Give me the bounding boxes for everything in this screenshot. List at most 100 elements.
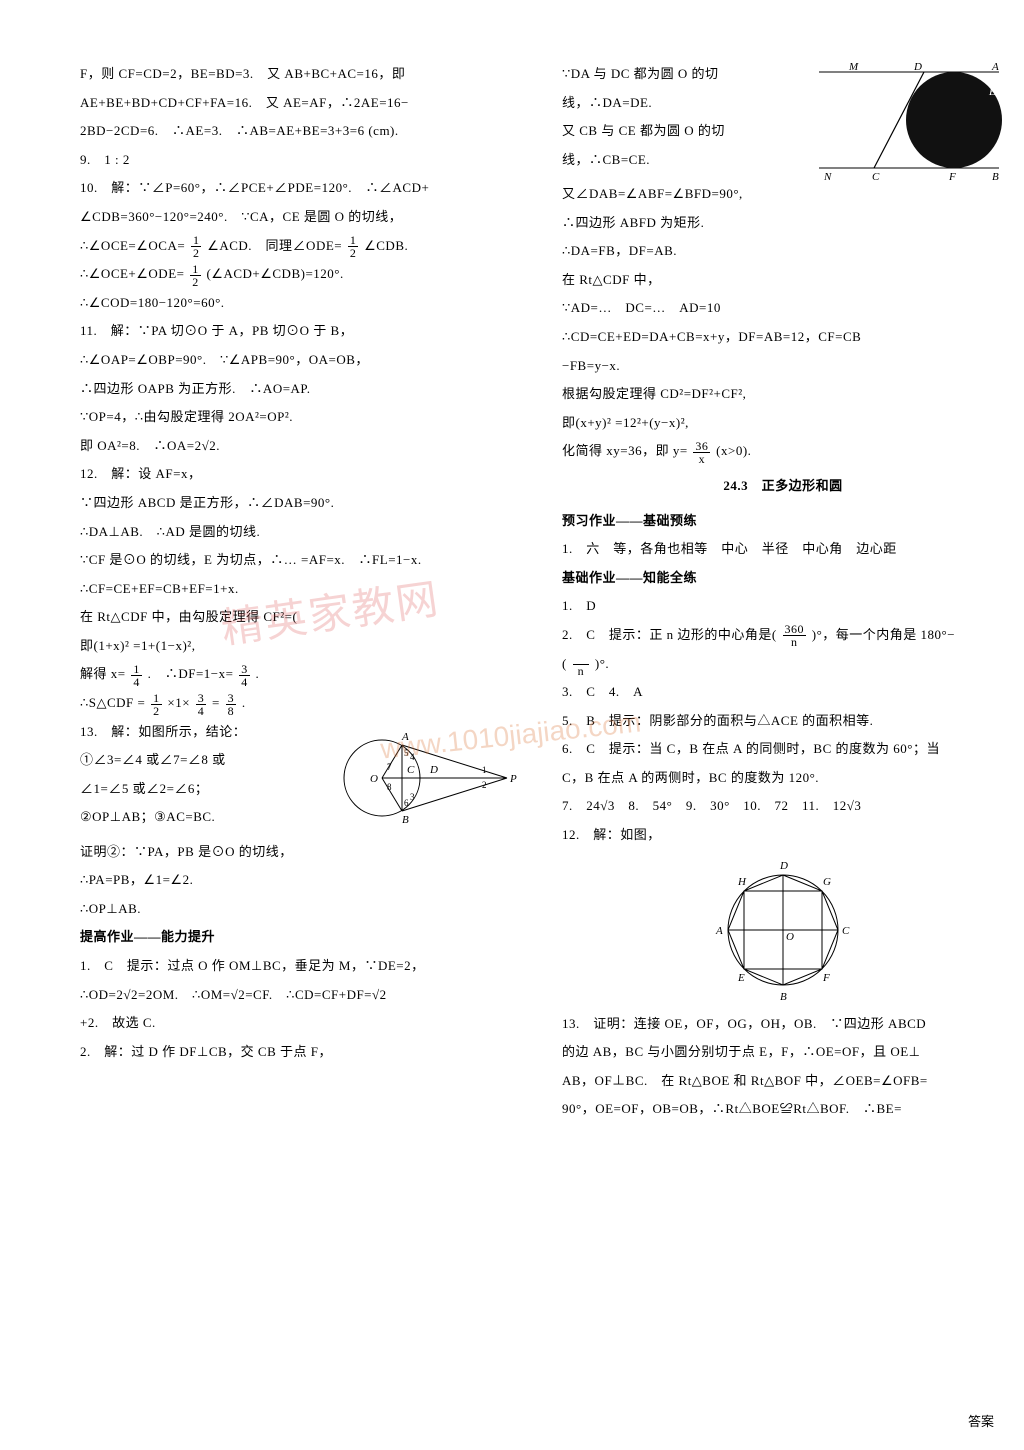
text: 90°，OE=OF，OB=OB，∴Rt△BOE≌Rt△BOF. ∴BE= bbox=[562, 1095, 1004, 1124]
t: (x>0). bbox=[716, 443, 751, 458]
t: (∠ACD+∠CDB)=120°. bbox=[206, 266, 343, 281]
text: ∵CF 是⊙O 的切线，E 为切点，∴… =AF=x. ∴FL=1−x. bbox=[80, 546, 522, 575]
text: 1. 六 等，各角也相等 中心 半径 中心角 边心距 bbox=[562, 535, 1004, 564]
text: ∴∠OAP=∠OBP=90°. ∵∠APB=90°，OA=OB， bbox=[80, 346, 522, 375]
svg-text:H: H bbox=[737, 876, 747, 888]
text: ∴CD=CE+ED=DA+CB=x+y，DF=AB=12，CF=CB bbox=[562, 323, 1004, 352]
sub-heading: 基础作业——知能全练 bbox=[562, 564, 1004, 593]
svg-text:N: N bbox=[823, 171, 832, 180]
svg-text:3: 3 bbox=[410, 792, 415, 802]
svg-text:G: G bbox=[823, 876, 831, 888]
text: ∴PA=PB，∠1=∠2. bbox=[80, 866, 522, 895]
t: ∠ACD. 同理∠ODE= bbox=[207, 238, 342, 253]
svg-text:F: F bbox=[822, 972, 830, 984]
text: 2BD−2CD=6. ∴AE=3. ∴AB=AE+BE=3+3=6 (cm). bbox=[80, 117, 522, 146]
section-heading: 提高作业——能力提升 bbox=[80, 923, 522, 952]
svg-text:6: 6 bbox=[404, 798, 409, 808]
text: 1. D bbox=[562, 592, 1004, 621]
text: ∴OP⊥AB. bbox=[80, 895, 522, 924]
text: 又∠DAB=∠ABF=∠BFD=90°, bbox=[562, 180, 1004, 209]
text: AB，OF⊥BC. 在 Rt△BOE 和 Rt△BOF 中，∠OEB=∠OFB= bbox=[562, 1067, 1004, 1096]
text: 3. C 4. A bbox=[562, 678, 1004, 707]
text: AE+BE+BD+CD+CF+FA=16. 又 AE=AF，∴2AE=16− bbox=[80, 89, 522, 118]
svg-text:A: A bbox=[991, 61, 999, 73]
t: 解得 x= bbox=[80, 666, 126, 681]
svg-text:P: P bbox=[509, 773, 517, 785]
figure-tangent-rect: M D A E N C F B bbox=[814, 60, 1004, 180]
text: 12. 解：如图， bbox=[562, 821, 1004, 850]
text: 12. 解：设 AF=x， bbox=[80, 460, 522, 489]
svg-text:C: C bbox=[842, 925, 850, 937]
t: ( bbox=[562, 656, 567, 671]
sub-heading: 预习作业——基础预练 bbox=[562, 507, 1004, 536]
svg-text:F: F bbox=[948, 171, 956, 180]
page-footer: 答案 bbox=[968, 1411, 994, 1430]
fraction: 12 bbox=[190, 263, 201, 288]
svg-text:5: 5 bbox=[404, 748, 409, 758]
text: 13. 证明：连接 OE，OF，OG，OH，OB. ∵四边形 ABCD bbox=[562, 1010, 1004, 1039]
fraction: 14 bbox=[131, 663, 142, 688]
text: 2. 解：过 D 作 DF⊥CB，交 CB 于点 F， bbox=[80, 1038, 522, 1067]
text: 5. B 提示：阴影部分的面积与△ACE 的面积相等. bbox=[562, 707, 1004, 736]
fraction: 12 bbox=[191, 234, 202, 259]
t: . bbox=[242, 695, 246, 710]
svg-text:D: D bbox=[913, 61, 922, 73]
figure-octagon: D H G A C O E F B bbox=[708, 855, 858, 1005]
text: 在 Rt△CDF 中， bbox=[562, 266, 1004, 295]
fraction: 12 bbox=[151, 692, 162, 717]
text: ∴∠OCE=∠OCA= 12 ∠ACD. 同理∠ODE= 12 ∠CDB. bbox=[80, 232, 522, 261]
page-container: F，则 CF=CD=2，BE=BD=3. 又 AB+BC+AC=16，即 AE+… bbox=[0, 0, 1024, 1144]
svg-text:7: 7 bbox=[387, 762, 392, 772]
svg-text:B: B bbox=[780, 991, 787, 1003]
text: 即 OA²=8. ∴OA=2√2. bbox=[80, 432, 522, 461]
text: ∠CDB=360°−120°=240°. ∵CA，CE 是圆 O 的切线， bbox=[80, 203, 522, 232]
svg-text:2: 2 bbox=[482, 780, 487, 790]
svg-text:D: D bbox=[429, 764, 438, 776]
text: 化简得 xy=36，即 y= 36x (x>0). bbox=[562, 437, 1004, 466]
text: ∴∠OCE+∠ODE= 12 (∠ACD+∠CDB)=120°. bbox=[80, 260, 522, 289]
fraction: 12 bbox=[348, 234, 359, 259]
text: +2. 故选 C. bbox=[80, 1009, 522, 1038]
text: 解得 x= 14 . ∴DF=1−x= 34 . bbox=[80, 660, 522, 689]
text: ∴四边形 ABFD 为矩形. bbox=[562, 209, 1004, 238]
t: ∴S△CDF = bbox=[80, 695, 145, 710]
svg-text:A: A bbox=[401, 731, 409, 743]
text: ∴四边形 OAPB 为正方形. ∴AO=AP. bbox=[80, 375, 522, 404]
text: 根据勾股定理得 CD²=DF²+CF², bbox=[562, 380, 1004, 409]
figure-tangent-circle: A B O C D P 5 4 7 8 3 6 1 2 bbox=[332, 718, 522, 838]
left-column: F，则 CF=CD=2，BE=BD=3. 又 AB+BC+AC=16，即 AE+… bbox=[80, 60, 532, 1124]
fraction: n bbox=[573, 652, 590, 677]
text: 2. C 提示：正 n 边形的中心角是( 360n )°，每一个内角是 180°… bbox=[562, 621, 1004, 650]
svg-text:8: 8 bbox=[387, 782, 392, 792]
svg-text:O: O bbox=[370, 773, 378, 785]
svg-text:B: B bbox=[402, 814, 409, 826]
svg-text:E: E bbox=[988, 86, 996, 98]
text: ∵OP=4，∴由勾股定理得 2OA²=OP². bbox=[80, 403, 522, 432]
text: ∴∠COD=180−120°=60°. bbox=[80, 289, 522, 318]
fraction: 34 bbox=[239, 663, 250, 688]
text: −FB=y−x. bbox=[562, 352, 1004, 381]
fraction: 34 bbox=[196, 692, 207, 717]
text: C，B 在点 A 的两侧时，BC 的度数为 120°. bbox=[562, 764, 1004, 793]
svg-text:O: O bbox=[786, 931, 794, 943]
t: )°，每一个内角是 180°− bbox=[812, 627, 955, 642]
text: F，则 CF=CD=2，BE=BD=3. 又 AB+BC+AC=16，即 bbox=[80, 60, 522, 89]
t: ×1× bbox=[167, 695, 190, 710]
svg-text:M: M bbox=[848, 61, 859, 73]
t: = bbox=[212, 695, 220, 710]
svg-text:B: B bbox=[992, 171, 999, 180]
text: 1. C 提示：过点 O 作 OM⊥BC，垂足为 M，∵DE=2， bbox=[80, 952, 522, 981]
text: 在 Rt△CDF 中，由勾股定理得 CF²=( bbox=[80, 603, 522, 632]
text: 证明②：∵PA，PB 是⊙O 的切线， bbox=[80, 838, 522, 867]
text: ∵AD=… DC=… AD=10 bbox=[562, 294, 1004, 323]
t: )°. bbox=[595, 656, 609, 671]
fraction: 36x bbox=[693, 440, 710, 465]
text: ( n )°. bbox=[562, 650, 1004, 679]
svg-text:A: A bbox=[715, 925, 723, 937]
section-title: 24.3 正多边形和圆 bbox=[562, 472, 1004, 501]
text: 即(1+x)² =1+(1−x)², bbox=[80, 632, 522, 661]
t: 2. C 提示：正 n 边形的中心角是( bbox=[562, 627, 777, 642]
t: . bbox=[255, 666, 259, 681]
svg-text:D: D bbox=[779, 860, 788, 872]
text: ∴DA⊥AB. ∴AD 是圆的切线. bbox=[80, 518, 522, 547]
